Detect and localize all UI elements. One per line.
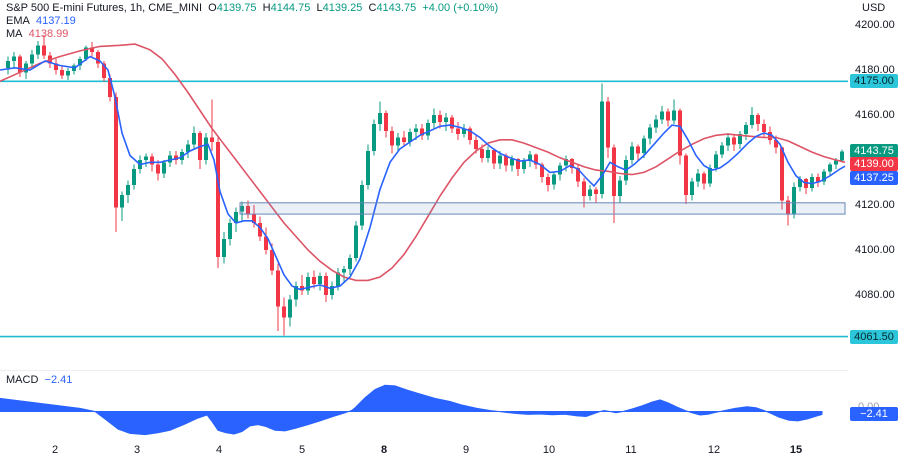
pane-separator[interactable] [0, 370, 848, 371]
ema-legend-row[interactable]: EMA 4137.19 [6, 15, 76, 27]
price-range-box[interactable] [239, 202, 846, 215]
ma-label: MA [6, 28, 23, 40]
ema-label: EMA [6, 15, 30, 27]
close-value: 4143.75 [376, 2, 417, 14]
ema-value-badge: 4137.25 [850, 171, 898, 185]
ma-value-badge: 4139.00 [850, 157, 898, 171]
macd-value: −2.41 [44, 374, 73, 386]
time-tick-label: 15 [789, 444, 803, 456]
last-price-badge: 4143.75 [850, 144, 898, 158]
level-4061-badge: 4061.50 [850, 330, 898, 344]
macd-value-badge: −2.41 [850, 407, 898, 421]
time-tick-label: 9 [462, 444, 470, 456]
ema-line[interactable] [0, 55, 846, 291]
ma-line[interactable] [0, 43, 846, 282]
time-scale[interactable]: 2 3 4 5 8 9 10 11 12 15 [0, 438, 848, 462]
price-chart-pane[interactable] [0, 0, 848, 370]
time-tick-label: 11 [625, 444, 637, 456]
change-value: +4.00 (+0.10%) [422, 2, 499, 14]
symbol-header: S&P 500 E-mini Futures, 1h, CME_MINI O41… [6, 2, 498, 14]
ma-value: 4138.99 [28, 28, 69, 40]
symbol-title[interactable]: S&P 500 E-mini Futures, 1h, CME_MINI [6, 2, 203, 14]
open-label: O [208, 2, 217, 14]
price-tick-label: 4160.00 [855, 109, 895, 121]
high-value: 4144.75 [270, 2, 311, 14]
open-value: 4139.75 [216, 2, 257, 14]
macd-area [0, 384, 823, 436]
price-tick-label: 4100.00 [855, 244, 895, 256]
price-tick-label: 4080.00 [855, 289, 895, 301]
macd-pane[interactable] [0, 371, 848, 447]
low-label: L [316, 2, 323, 14]
macd-label: MACD [6, 374, 39, 386]
price-tick-label: 4120.00 [855, 199, 895, 211]
close-label: C [368, 2, 377, 14]
time-tick-label: 4 [215, 444, 223, 456]
price-tick-label: 4180.00 [855, 64, 895, 76]
time-tick-label: 12 [707, 444, 721, 456]
time-tick-label: 10 [542, 444, 556, 456]
time-tick-label: 2 [51, 444, 59, 456]
time-tick-label: 3 [133, 444, 141, 456]
price-tick-label: 4200.00 [855, 19, 895, 31]
time-tick-label: 8 [380, 444, 388, 456]
price-scale[interactable]: USD 4200.00 4180.00 4160.00 4120.00 4100.00 4… [848, 0, 900, 462]
high-label: H [262, 2, 271, 14]
macd-legend-row[interactable]: MACD −2.41 [6, 374, 72, 386]
level-4175-badge: 4175.00 [850, 74, 898, 88]
time-tick-label: 5 [298, 444, 306, 456]
currency-label: USD [862, 2, 886, 14]
low-value: 4139.25 [322, 2, 363, 14]
ema-value: 4137.19 [35, 15, 76, 27]
ma-legend-row[interactable]: MA 4138.99 [6, 28, 68, 40]
